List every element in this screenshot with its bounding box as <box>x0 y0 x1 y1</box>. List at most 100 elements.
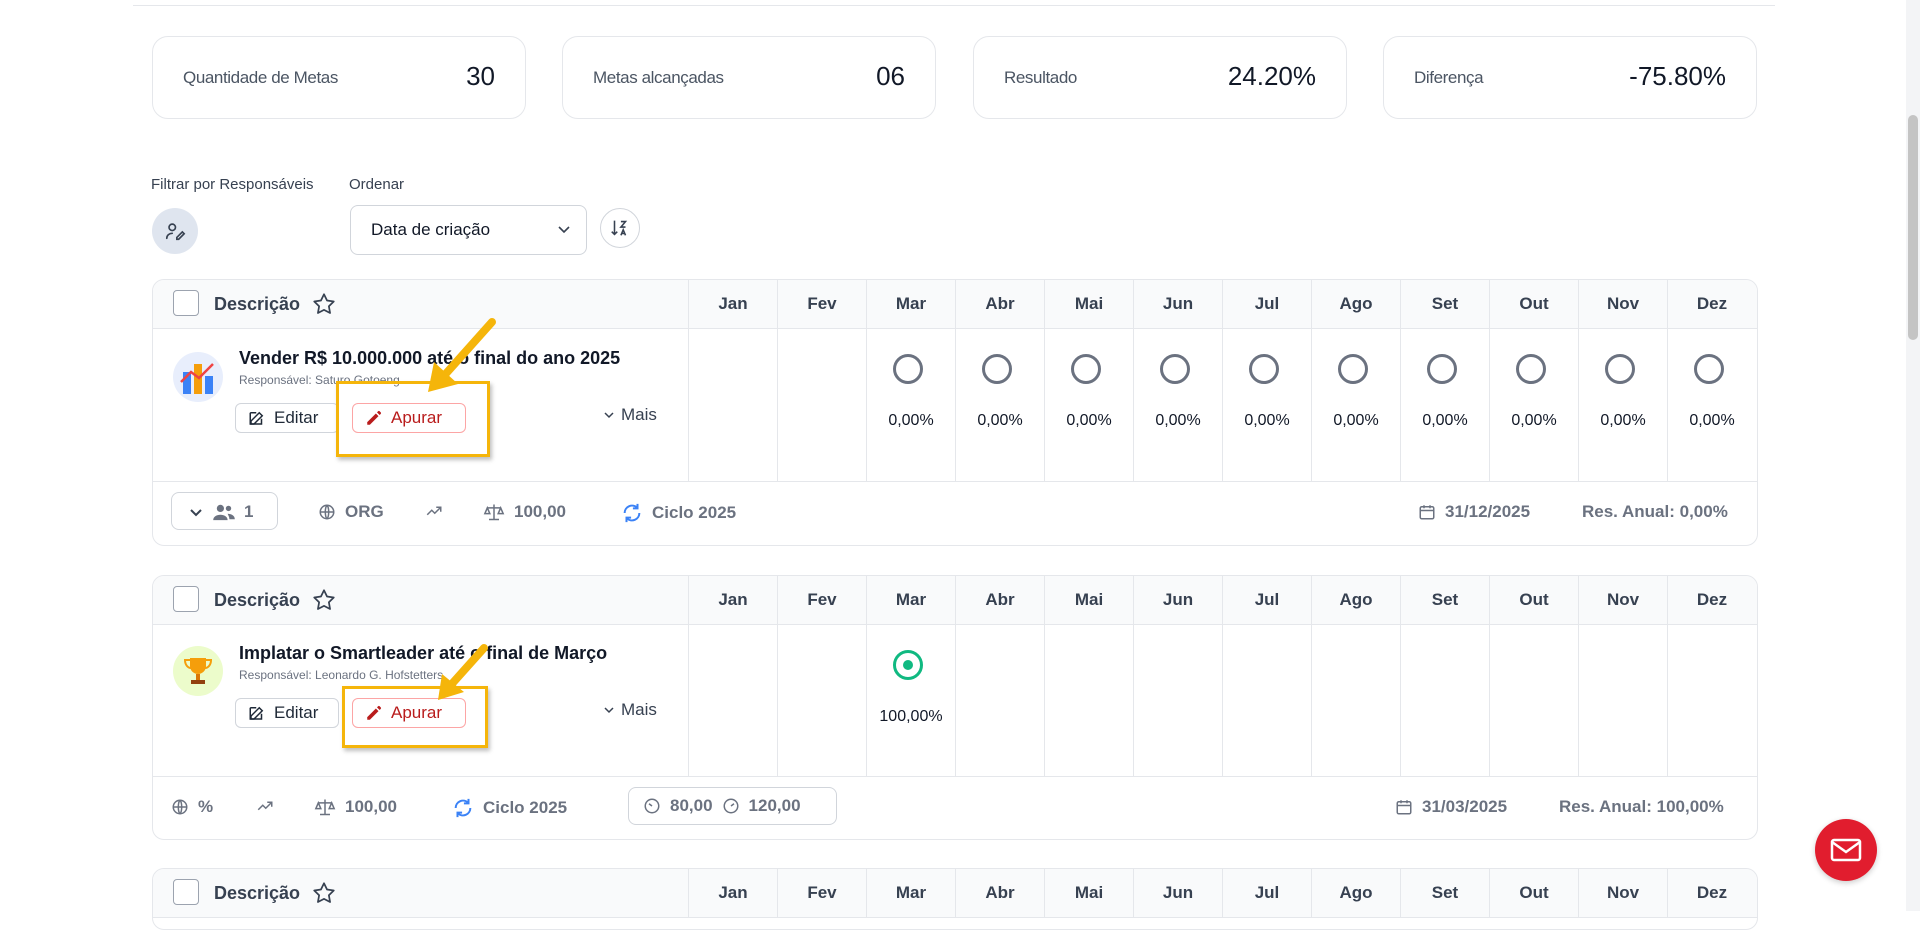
refresh-icon <box>454 798 472 818</box>
ordenar-select[interactable]: Data de criação <box>350 205 587 255</box>
scope-value: % <box>198 797 214 816</box>
mais-label: Mais <box>621 700 657 719</box>
chevron-down-icon <box>604 707 614 714</box>
month-header: Jun <box>1133 576 1222 624</box>
sort-direction-button[interactable] <box>600 208 640 248</box>
status-circle-icon <box>1160 354 1190 384</box>
scope-item: % <box>171 797 213 817</box>
contact-mail-button[interactable] <box>1815 819 1877 881</box>
stat-label: Resultado <box>1004 68 1077 87</box>
goal-title[interactable]: Vender R$ 10.000.000 até o final do ano … <box>239 348 621 368</box>
month-cell-jan <box>688 624 777 776</box>
globe-icon <box>319 504 335 520</box>
month-header: Dez <box>1667 280 1756 328</box>
month-header: Out <box>1489 576 1578 624</box>
month-cell-jun[interactable]: 0,00% <box>1133 328 1222 481</box>
pointer-arrow-icon <box>438 644 488 700</box>
month-header: Abr <box>955 280 1044 328</box>
month-header: Fev <box>777 576 866 624</box>
ordenar-value: Data de criação <box>371 220 491 239</box>
goal-responsavel: Responsável: Leonardo G. Hofstetters <box>239 668 444 682</box>
weight-value: 100,00 <box>345 797 397 816</box>
filter-responsaveis-button[interactable] <box>152 208 198 254</box>
annual-result-value: Res. Anual: 0,00% <box>1582 502 1728 521</box>
month-cell-ago[interactable]: 0,00% <box>1311 328 1400 481</box>
month-value: 0,00% <box>1333 412 1379 429</box>
month-header: Nov <box>1578 869 1667 917</box>
month-cell-abr[interactable]: 0,00% <box>955 328 1044 481</box>
month-header: Ago <box>1311 280 1400 328</box>
month-cell-fev <box>777 624 866 776</box>
select-checkbox[interactable] <box>173 879 199 905</box>
status-circle-icon <box>1338 354 1368 384</box>
gauge-low-icon <box>644 798 660 814</box>
month-cell-mai <box>1044 624 1133 776</box>
goal-header: Descrição Jan Fev Mar Abr Mai Jun Jul Ag… <box>153 869 1757 918</box>
month-cell-mar[interactable]: 0,00% <box>866 328 955 481</box>
highlight-box <box>336 381 490 457</box>
select-checkbox[interactable] <box>173 290 199 316</box>
month-header: Jan <box>688 280 777 328</box>
date-value: 31/03/2025 <box>1422 797 1508 816</box>
month-header: Abr <box>955 869 1044 917</box>
editar-label: Editar <box>274 408 319 427</box>
stat-label: Metas alcançadas <box>593 68 724 87</box>
month-value: 0,00% <box>1155 412 1201 429</box>
month-header: Out <box>1489 280 1578 328</box>
month-value: 0,00% <box>1422 412 1468 429</box>
goal-title[interactable]: Implatar o Smartleader até o final de Ma… <box>239 643 608 663</box>
month-value: 0,00% <box>1244 412 1290 429</box>
cycle-value: Ciclo 2025 <box>652 503 737 522</box>
stat-label: Quantidade de Metas <box>183 68 338 87</box>
mais-toggle[interactable]: Mais <box>603 405 657 425</box>
month-cell-out[interactable]: 0,00% <box>1489 328 1578 481</box>
month-cell-jul[interactable]: 0,00% <box>1222 328 1311 481</box>
month-cell-set <box>1400 624 1489 776</box>
month-value: 0,00% <box>1600 412 1646 429</box>
month-cell-nov[interactable]: 0,00% <box>1578 328 1667 481</box>
month-header: Mai <box>1044 576 1133 624</box>
editar-button[interactable]: Editar <box>235 698 339 728</box>
apurar-label: Apurar <box>391 703 443 722</box>
users-icon <box>213 504 235 521</box>
month-cell-dez[interactable]: 0,00% <box>1667 328 1756 481</box>
range-chip: 80,00 120,00 <box>628 787 837 825</box>
weight-value: 100,00 <box>514 502 566 521</box>
month-cell-abr <box>955 624 1044 776</box>
star-icon[interactable] <box>311 880 337 906</box>
descricao-header: Descrição <box>214 294 301 314</box>
members-chip[interactable]: 1 <box>171 492 278 530</box>
month-header: Abr <box>955 576 1044 624</box>
vertical-scrollbar[interactable] <box>1906 0 1920 911</box>
calendar-icon <box>1419 505 1435 520</box>
month-cell-set[interactable]: 0,00% <box>1400 328 1489 481</box>
trophy-icon <box>183 658 213 684</box>
mais-toggle[interactable]: Mais <box>603 700 657 720</box>
apurar-button[interactable]: Apurar <box>352 698 466 728</box>
descricao-header: Descrição <box>214 590 301 610</box>
editar-button[interactable]: Editar <box>235 403 339 433</box>
scrollbar-thumb[interactable] <box>1908 115 1918 340</box>
month-header: Jun <box>1133 869 1222 917</box>
trend-item <box>254 797 276 815</box>
select-checkbox[interactable] <box>173 586 199 612</box>
goal-avatar <box>173 646 223 696</box>
pointer-arrow-icon <box>428 318 496 392</box>
stat-card-alcancadas: Metas alcançadas 06 <box>562 36 936 119</box>
month-cell-mai[interactable]: 0,00% <box>1044 328 1133 481</box>
status-circle-icon <box>1605 354 1635 384</box>
month-cell-jan <box>688 328 777 481</box>
month-cell-mar[interactable]: 100,00% <box>866 624 955 776</box>
stat-card-quantidade: Quantidade de Metas 30 <box>152 36 526 119</box>
star-icon[interactable] <box>311 291 337 317</box>
star-icon[interactable] <box>311 587 337 613</box>
goal-avatar <box>173 352 223 402</box>
range-max: 120,00 <box>748 796 801 815</box>
month-cell-fev <box>777 328 866 481</box>
highlight-box <box>342 686 488 748</box>
month-value: 0,00% <box>1689 412 1735 429</box>
scope-item: ORG <box>318 502 384 522</box>
month-header: Mar <box>866 869 955 917</box>
month-header: Dez <box>1667 576 1756 624</box>
apurar-button[interactable]: Apurar <box>352 403 466 433</box>
